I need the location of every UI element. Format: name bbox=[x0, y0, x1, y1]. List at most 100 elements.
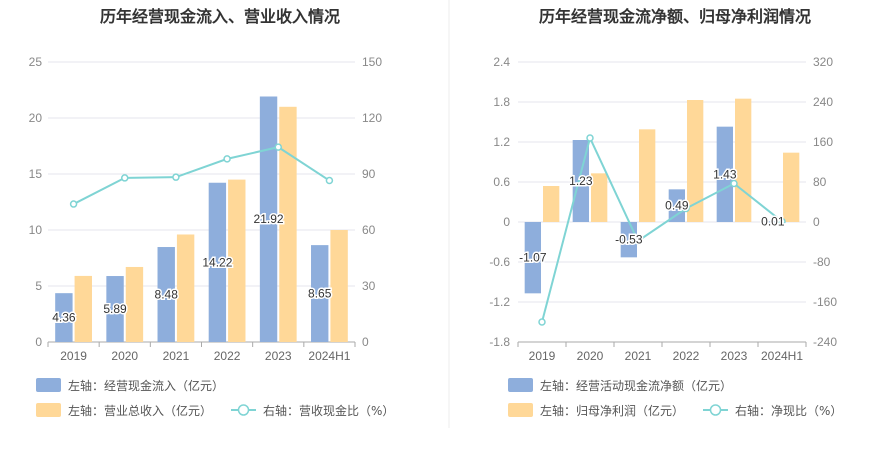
x-axis-tick: 2019 bbox=[529, 349, 556, 363]
legend-label: 左轴：营业总收入（亿元） bbox=[68, 403, 212, 418]
legend-label: 左轴：经营现金流入（亿元） bbox=[68, 378, 224, 393]
bar-secondary bbox=[591, 173, 608, 222]
series-line bbox=[73, 146, 330, 205]
x-axis-tick: 2020 bbox=[111, 349, 138, 363]
bar-primary bbox=[55, 293, 73, 342]
line-point bbox=[172, 173, 180, 181]
left-axis-tick: -1.8 bbox=[489, 335, 510, 349]
left-axis-tick: 10 bbox=[29, 223, 43, 237]
bar-secondary bbox=[176, 234, 195, 342]
bar-primary bbox=[524, 222, 541, 294]
left-axis-tick: 2.4 bbox=[493, 55, 510, 69]
legend-swatch-bar bbox=[36, 378, 61, 392]
bar-primary bbox=[764, 221, 781, 223]
right-axis-tick: 150 bbox=[362, 55, 382, 69]
x-axis-tick: 2024H1 bbox=[761, 349, 803, 363]
bar-primary bbox=[208, 182, 227, 342]
bar-secondary bbox=[330, 230, 348, 342]
bar-secondary bbox=[228, 179, 246, 342]
line-point bbox=[121, 174, 129, 182]
left-axis-tick: 25 bbox=[29, 55, 43, 69]
bar-secondary bbox=[125, 266, 144, 342]
legend-swatch-point bbox=[709, 404, 722, 416]
line-point bbox=[538, 318, 546, 326]
data-label: 4.36 bbox=[52, 311, 76, 325]
line-point bbox=[274, 143, 282, 151]
bar-secondary bbox=[783, 152, 800, 222]
x-axis-tick: 2023 bbox=[721, 349, 748, 363]
left-axis-tick: -0.6 bbox=[489, 255, 510, 269]
series-line bbox=[541, 135, 783, 323]
x-axis-tick: 2021 bbox=[625, 349, 652, 363]
x-axis-tick: 2021 bbox=[163, 349, 190, 363]
bar-secondary bbox=[279, 106, 297, 342]
data-label: 8.65 bbox=[308, 287, 332, 301]
left-axis-tick: 0 bbox=[503, 215, 510, 229]
left-axis-tick: 20 bbox=[29, 111, 43, 125]
left-axis-tick: 0.6 bbox=[493, 175, 510, 189]
bar-primary bbox=[716, 126, 733, 222]
line-point bbox=[634, 237, 642, 245]
cash-net-profit-chart: 历年经营现金流净额、归母净利润情况 -1.8 -1.2 -0.6 0 0.6 1.2 1.8… bbox=[489, 7, 842, 418]
line-point bbox=[730, 179, 738, 188]
data-label: 8.48 bbox=[155, 288, 179, 302]
cash-inflow-revenue-chart: 历年经营现金流入、营业收入情况 0 5 10 15 20 25 0 30 60 90 120 150 2… bbox=[29, 7, 395, 418]
right-axis-tick: 320 bbox=[813, 55, 833, 69]
line-point bbox=[778, 217, 786, 226]
right-axis-tick: 160 bbox=[813, 135, 833, 149]
right-axis-tick: -80 bbox=[813, 255, 831, 269]
legend-label: 右轴：营收现金比（%） bbox=[263, 403, 394, 418]
line-point bbox=[69, 200, 78, 208]
bar-secondary bbox=[687, 100, 704, 222]
bar-secondary bbox=[735, 98, 752, 222]
data-label: -1.07 bbox=[519, 251, 547, 265]
data-label: 0.49 bbox=[665, 199, 689, 213]
chart-title: 历年经营现金流净额、归母净利润情况 bbox=[539, 7, 811, 26]
chart-title: 历年经营现金流入、营业收入情况 bbox=[100, 7, 340, 26]
bar-secondary bbox=[639, 129, 656, 222]
left-axis-tick: 5 bbox=[35, 279, 42, 293]
bar-secondary bbox=[543, 186, 560, 222]
bar-primary bbox=[259, 96, 278, 342]
right-axis-tick: 30 bbox=[362, 279, 376, 293]
line-point bbox=[325, 176, 334, 185]
left-axis-tick: 1.8 bbox=[493, 95, 510, 109]
right-axis-tick: -240 bbox=[813, 335, 837, 349]
bar-primary bbox=[157, 247, 175, 342]
right-axis-tick: 0 bbox=[362, 335, 369, 349]
left-axis-tick: 15 bbox=[29, 167, 43, 181]
legend-swatch-bar bbox=[508, 378, 533, 392]
data-label: 14.22 bbox=[202, 255, 232, 269]
line-point bbox=[223, 155, 231, 163]
legend-swatch-point bbox=[237, 404, 250, 416]
data-label: 1.23 bbox=[569, 174, 593, 188]
right-axis-tick: 0 bbox=[813, 215, 820, 229]
legend-label: 左轴：归母净利润（亿元） bbox=[540, 403, 684, 418]
x-axis-tick: 2022 bbox=[214, 349, 241, 363]
x-axis-tick: 2023 bbox=[265, 349, 292, 363]
legend-swatch-bar bbox=[508, 403, 533, 417]
x-axis-tick: 2024H1 bbox=[308, 349, 350, 363]
data-label: 21.92 bbox=[254, 212, 284, 226]
line-point bbox=[682, 204, 690, 213]
right-axis-tick: 240 bbox=[813, 95, 833, 109]
right-axis-tick: 120 bbox=[362, 111, 382, 125]
left-axis-tick: 0 bbox=[35, 335, 42, 349]
right-axis-tick: 90 bbox=[362, 167, 376, 181]
legend-label: 左轴：经营活动现金流净额（亿元） bbox=[540, 378, 732, 393]
right-axis-tick: 60 bbox=[362, 223, 376, 237]
right-axis-tick: -160 bbox=[813, 295, 837, 309]
x-axis-tick: 2022 bbox=[673, 349, 700, 363]
bar-secondary bbox=[74, 275, 92, 342]
legend-swatch-bar bbox=[36, 403, 61, 417]
bar-primary bbox=[106, 276, 124, 342]
x-axis-tick: 2019 bbox=[60, 349, 87, 363]
data-label: -0.53 bbox=[615, 233, 643, 247]
line-point bbox=[586, 134, 594, 142]
data-label: 0.01 bbox=[761, 215, 785, 229]
bar-primary bbox=[311, 245, 329, 342]
data-label: 1.43 bbox=[713, 167, 737, 181]
data-label: 5.89 bbox=[103, 302, 127, 316]
